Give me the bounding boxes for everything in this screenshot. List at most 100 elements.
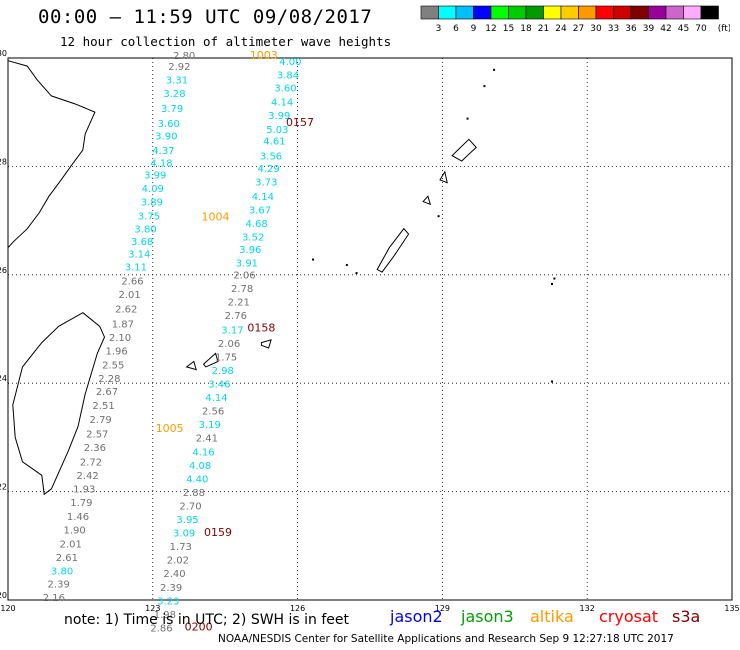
swh-value: 3.56 [260, 151, 282, 162]
swh-value: 1.93 [73, 485, 95, 496]
amami-coast [451, 138, 477, 162]
swh-value: 2.36 [84, 443, 106, 454]
satellite-legend-cryosat: cryosat [599, 607, 659, 626]
swh-value: 3.91 [236, 259, 258, 270]
swh-value: 2.28 [98, 374, 120, 385]
pass-time-label: 0158 [247, 322, 275, 335]
units-note: note: 1) Time is in UTC; 2) SWH is in fe… [64, 612, 350, 628]
swh-value: 1.73 [170, 542, 192, 553]
islet [345, 263, 348, 266]
swh-value: 1.75 [215, 352, 237, 363]
swh-value: 2.70 [179, 501, 201, 512]
swh-value: 3.31 [166, 75, 188, 86]
swh-value: 1.96 [105, 346, 127, 357]
colorbar-swatch [700, 5, 719, 20]
satellite-legend-jason2: jason2 [390, 607, 443, 626]
swh-value: 3.09 [173, 529, 195, 540]
colorbar-unit: (ft) [718, 24, 730, 34]
satellite-legend-jason3: jason3 [461, 607, 514, 626]
swh-value: 3.90 [155, 131, 177, 142]
islet [551, 282, 553, 285]
colorbar-label: 42 [660, 24, 671, 34]
swh-value: 2.62 [115, 305, 137, 316]
lon-tick-label: 123 [145, 604, 160, 613]
swh-value: 3.11 [125, 262, 147, 273]
swh-value: 4.68 [245, 219, 267, 230]
swh-value: 3.80 [134, 225, 156, 236]
swh-colorbar: 3 6 9 12 15 18 21 24 27 30 33 36 39 42 45 70 (ft) [420, 5, 730, 34]
colorbar-label: 30 [590, 24, 602, 34]
colorbar-label: 70 [695, 24, 707, 34]
swh-value: 2.16 [43, 593, 65, 604]
lon-tick-label: 129 [435, 604, 450, 613]
islet [483, 85, 486, 88]
swh-value: 3.95 [176, 515, 198, 526]
swh-value: 4.14 [252, 192, 274, 203]
swh-value: 2.01 [60, 539, 82, 550]
swh-value: 2.80 [173, 51, 195, 62]
lat-tick-label: 24 [0, 374, 7, 383]
colorbar-label: 39 [643, 24, 655, 34]
iriomote-coast [185, 360, 197, 371]
islet [312, 258, 315, 261]
swh-value: 2.72 [80, 458, 102, 469]
colorbar-label: 6 [453, 24, 459, 34]
swh-value: 4.14 [271, 98, 293, 109]
colorbar-label: 24 [555, 24, 567, 34]
swh-value: 1.87 [112, 319, 134, 330]
swh-value: 2.06 [218, 339, 240, 350]
swh-value: 2.61 [56, 553, 78, 564]
swh-value: 2.10 [109, 333, 131, 344]
coastlines [7, 60, 556, 496]
swh-value: 2.39 [160, 583, 182, 594]
swh-value: 2.21 [228, 298, 250, 309]
pass-time-label: 1004 [202, 211, 230, 224]
islet [493, 68, 496, 71]
swh-value: 1.90 [63, 525, 85, 536]
swh-value: 2.67 [96, 387, 118, 398]
swh-value: 3.84 [277, 71, 299, 82]
swh-value: 2.86 [150, 623, 172, 634]
swh-value: 2.76 [225, 311, 247, 322]
swh-value: 2.39 [48, 580, 70, 591]
swh-value: 3.80 [51, 567, 73, 578]
swh-value: 3.73 [255, 177, 277, 188]
swh-value: 2.88 [183, 488, 205, 499]
okinawa-coast [376, 227, 410, 273]
swh-value: 3.96 [239, 245, 261, 256]
swh-value: 2.51 [92, 401, 114, 412]
islet [355, 272, 358, 275]
swh-value: 3.60 [274, 84, 296, 95]
islet [466, 117, 469, 120]
satellite-legend-altika: altika [530, 607, 574, 626]
swh-value: 2.41 [196, 434, 218, 445]
swh-value: 4.14 [205, 393, 227, 404]
swh-value: 3.67 [249, 206, 271, 217]
swh-value: 1.46 [67, 512, 89, 523]
satellite-legend-s3a: s3a [672, 607, 701, 626]
pass-time-label: 0200 [185, 620, 213, 633]
swh-value: 4.16 [192, 447, 214, 458]
lon-tick-label: 126 [290, 604, 305, 613]
swh-value: 4.18 [150, 158, 172, 169]
pass-time-label: 1005 [156, 422, 184, 435]
swh-value: 4.29 [258, 164, 280, 175]
swh-value: 3.23 [157, 596, 179, 607]
swh-value: 3.99 [268, 111, 290, 122]
swh-value: 1.98 [154, 610, 176, 621]
islet [553, 277, 556, 280]
graticule [8, 58, 732, 600]
map-title: 00:00 – 11:59 UTC 09/08/2017 [38, 6, 373, 28]
miyako-coast [260, 339, 272, 349]
swh-value: 2.78 [231, 284, 253, 295]
lat-tick-label: 20 [0, 591, 7, 600]
credit-line: NOAA/NESDIS Center for Satellite Applica… [218, 633, 674, 645]
swh-value: 2.92 [168, 62, 190, 73]
swh-value: 2.06 [233, 271, 255, 282]
island-coast [439, 170, 448, 184]
swh-value: 3.79 [161, 104, 183, 115]
swh-value: 4.40 [186, 474, 208, 485]
colorbar-label: 18 [520, 24, 532, 34]
pass-time-label: 1003 [250, 49, 278, 62]
